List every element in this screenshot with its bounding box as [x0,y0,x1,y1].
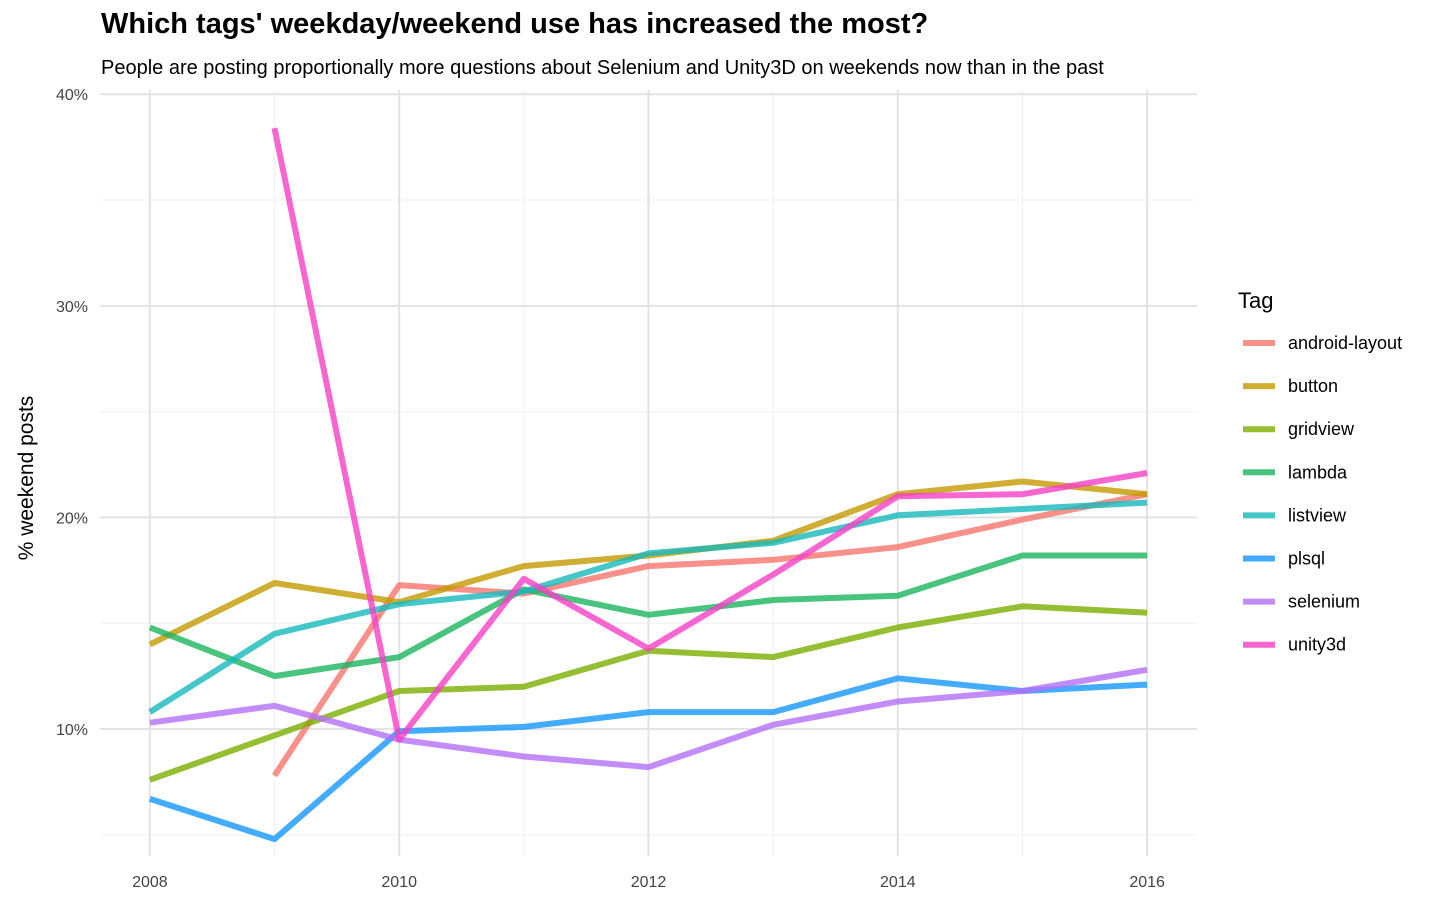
x-tick-label: 2012 [631,874,667,891]
legend-title: Tag [1238,288,1273,313]
series-line-unity3d [271,127,1148,743]
series-lines [148,127,1148,843]
x-axis-ticks: 2008 2010 2012 2014 2016 [132,874,1165,891]
legend-label-selenium: selenium [1288,592,1360,612]
legend-label-lambda: lambda [1288,462,1348,482]
y-tick-label: 30% [56,299,88,316]
legend-label-gridview: gridview [1288,419,1355,439]
chart-title: Which tags' weekday/weekend use has incr… [101,8,929,40]
x-tick-label: 2010 [381,874,417,891]
legend-label-button: button [1288,376,1338,396]
y-axis-label: % weekend posts [15,396,38,561]
x-tick-label: 2014 [880,874,916,891]
legend-label-android-layout: android-layout [1288,333,1402,353]
series-line-android-layout [271,491,1148,778]
y-tick-label: 10% [56,722,88,739]
series-line-plsql [148,675,1148,843]
chart-subtitle: People are posting proportionally more q… [101,57,1104,79]
grid-lines [100,90,1197,856]
y-tick-label: 20% [56,510,88,527]
legend: Tag android-layout button gridview lambda li… [1238,288,1402,655]
x-tick-label: 2016 [1129,874,1165,891]
legend-label-listview: listview [1288,505,1347,525]
series-line-selenium [149,666,1148,771]
y-axis-ticks: 10% 20% 30% 40% [56,87,88,739]
series-line-listview [148,499,1148,715]
y-tick-label: 40% [56,87,88,104]
legend-label-plsql: plsql [1288,549,1325,569]
series-line-lambda [148,552,1148,680]
legend-label-unity3d: unity3d [1288,635,1346,655]
x-tick-label: 2008 [132,874,168,891]
